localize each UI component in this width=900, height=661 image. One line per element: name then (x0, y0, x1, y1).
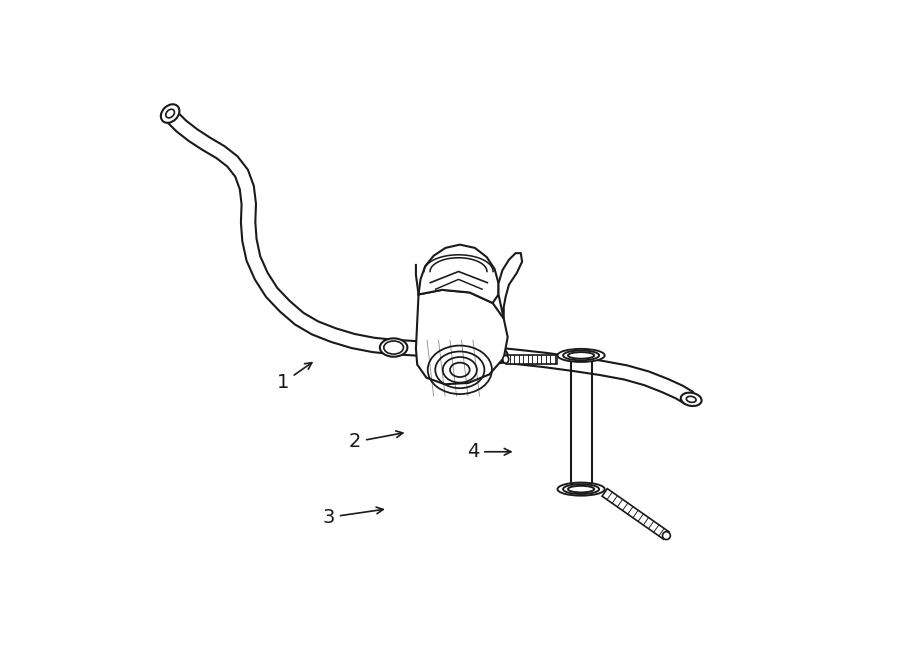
Text: 4: 4 (467, 442, 511, 461)
Text: 3: 3 (322, 507, 383, 527)
Ellipse shape (482, 347, 508, 364)
Ellipse shape (662, 531, 670, 539)
Polygon shape (416, 290, 508, 384)
Polygon shape (602, 488, 669, 539)
Polygon shape (499, 253, 522, 319)
Ellipse shape (380, 338, 408, 357)
Ellipse shape (503, 356, 508, 364)
Text: 2: 2 (349, 431, 403, 451)
Polygon shape (506, 355, 557, 364)
Text: 1: 1 (276, 363, 311, 393)
Ellipse shape (568, 352, 594, 359)
Ellipse shape (557, 483, 605, 496)
Ellipse shape (161, 104, 179, 123)
Ellipse shape (680, 393, 702, 406)
Ellipse shape (563, 350, 599, 360)
Ellipse shape (563, 485, 599, 494)
Ellipse shape (568, 486, 594, 492)
Polygon shape (418, 245, 499, 303)
Ellipse shape (557, 349, 605, 362)
